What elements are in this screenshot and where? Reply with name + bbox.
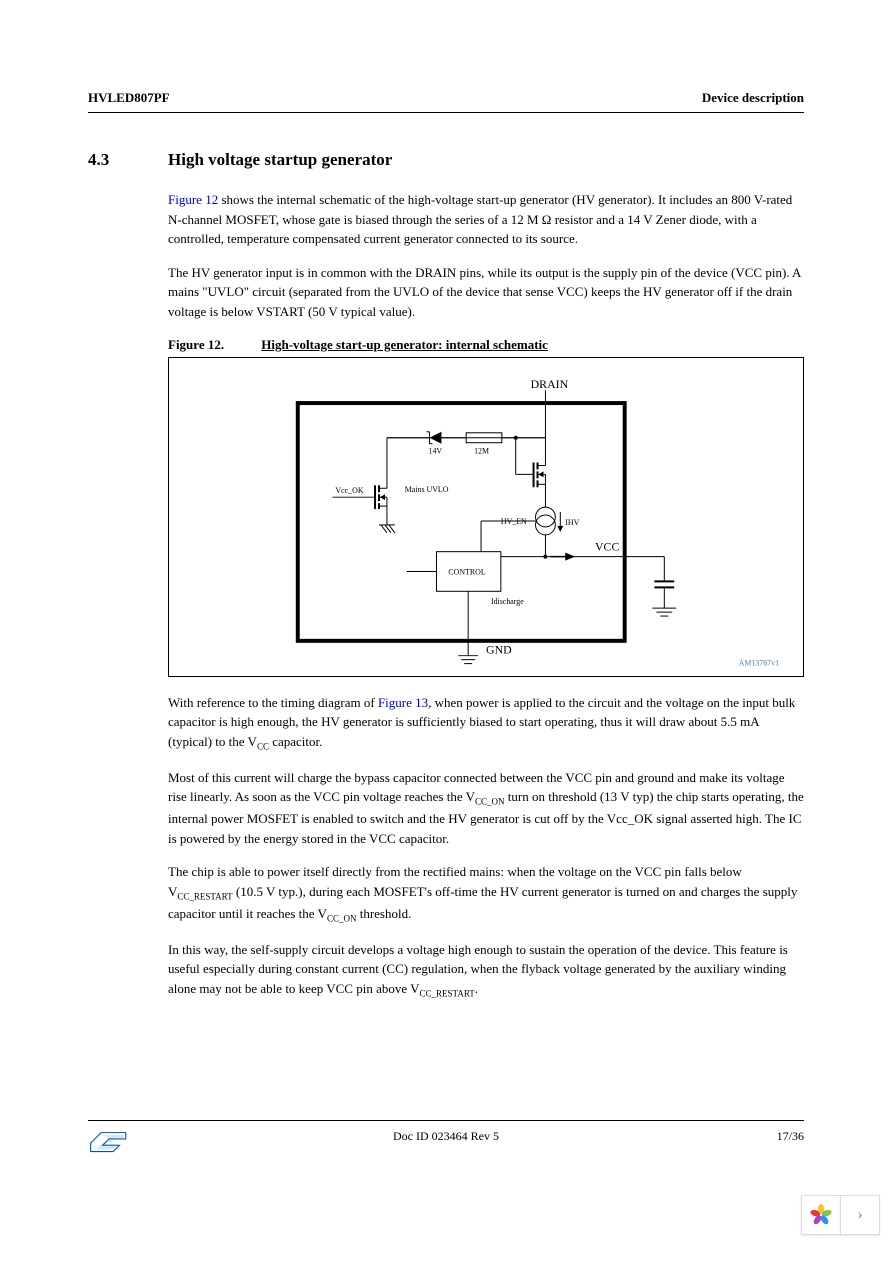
para4-sub1: CC_ON — [475, 797, 505, 807]
figure-title: High-voltage start-up generator: interna… — [261, 337, 548, 352]
figure-12-link[interactable]: Figure 12 — [168, 192, 218, 207]
vccок-label: Vcc_OK — [335, 486, 363, 495]
paragraph-1: Figure 12 shows the internal schematic o… — [168, 190, 804, 249]
ihv-label: IHV — [565, 517, 579, 526]
st-logo — [88, 1127, 130, 1153]
footer-pagenum: 17/36 — [777, 1127, 804, 1145]
para5-sub1: CC_RESTART — [177, 891, 232, 901]
gnd-label: GND — [486, 642, 512, 656]
resistor-label: 12M — [474, 446, 489, 455]
paragraph-2: The HV generator input is in common with… — [168, 263, 804, 322]
paragraph-3: With reference to the timing diagram of … — [168, 693, 804, 754]
corner-logo-button[interactable] — [801, 1195, 841, 1235]
footer-docid: Doc ID 023464 Rev 5 — [393, 1127, 499, 1145]
para3-pre: With reference to the timing diagram of — [168, 695, 378, 710]
section-title: High voltage startup generator — [168, 147, 392, 173]
paragraph-4: Most of this current will charge the byp… — [168, 768, 804, 849]
zener-label: 14V — [429, 446, 443, 455]
mainsuvlo-label: Mains UVLO — [405, 485, 449, 494]
page-header: HVLED807PF Device description — [88, 88, 804, 113]
para3-sub: CC — [257, 741, 269, 751]
schematic-svg: DRAIN 14V 12M — [169, 358, 803, 676]
para3-end: capacitor. — [269, 734, 322, 749]
header-right: Device description — [702, 88, 804, 108]
flower-icon — [809, 1203, 833, 1227]
paragraph-5: The chip is able to power itself directl… — [168, 862, 804, 926]
corner-nav: › — [802, 1195, 880, 1235]
header-left: HVLED807PF — [88, 88, 170, 108]
page-footer: Doc ID 023464 Rev 5 17/36 — [88, 1120, 804, 1153]
figure-12-schematic: DRAIN 14V 12M — [168, 357, 804, 677]
paragraph-6: In this way, the self-supply circuit dev… — [168, 940, 804, 1001]
idischarge-label: Idischarge — [491, 597, 524, 606]
para5-l3: threshold. — [356, 906, 411, 921]
para5-sub2: CC_ON — [327, 913, 357, 923]
figure-caption: Figure 12. High-voltage start-up generat… — [168, 335, 804, 355]
para6-l2: . — [475, 981, 478, 996]
para5-l2: (10.5 V typ.), during each MOSFET's off-… — [168, 884, 797, 921]
schematic-docref: AM13767v1 — [739, 658, 779, 667]
figure-13-link[interactable]: Figure 13 — [378, 695, 428, 710]
section-heading: 4.3 High voltage startup generator — [88, 147, 804, 173]
para6-sub1: CC_RESTART — [420, 988, 475, 998]
vcc-label: VCC — [595, 539, 619, 553]
figure-number: Figure 12. — [168, 335, 258, 355]
section-number: 4.3 — [88, 147, 168, 173]
chevron-right-icon: › — [857, 1203, 862, 1227]
corner-next-button[interactable]: › — [840, 1195, 880, 1235]
drain-label: DRAIN — [531, 377, 569, 391]
control-label: CONTROL — [448, 567, 486, 576]
